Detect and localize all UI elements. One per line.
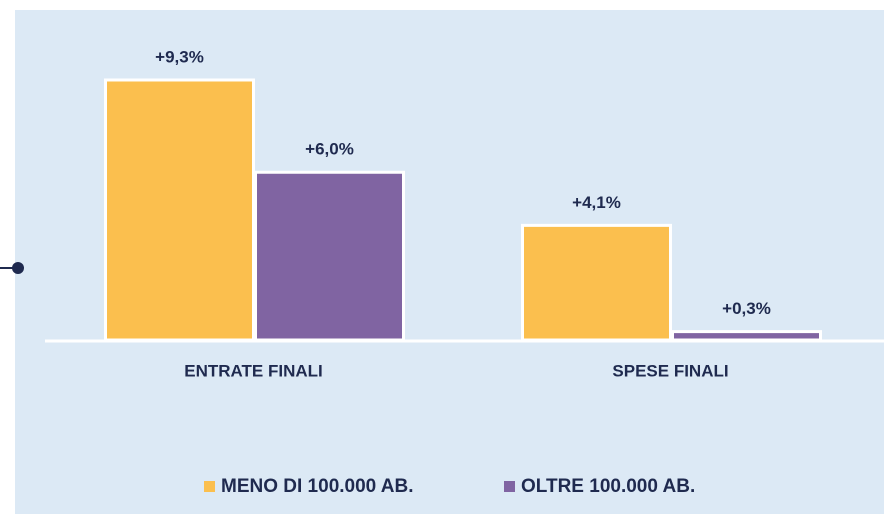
- bar: [254, 170, 405, 342]
- x-tick-label: SPESE FINALI: [612, 361, 728, 380]
- bar: [104, 78, 255, 342]
- data-label: +4,1%: [572, 193, 621, 212]
- legend-label: OLTRE 100.000 AB.: [521, 476, 695, 497]
- x-tick-label: ENTRATE FINALI: [184, 361, 323, 380]
- data-label: +0,3%: [722, 299, 771, 318]
- bar: [521, 223, 672, 342]
- bar: [671, 330, 822, 342]
- connector-dot: [12, 262, 24, 274]
- legend-swatch: [504, 481, 515, 492]
- legend-swatch: [204, 481, 215, 492]
- legend-label: MENO DI 100.000 AB.: [221, 476, 414, 497]
- data-label: +9,3%: [155, 47, 204, 66]
- data-label: +6,0%: [305, 140, 354, 159]
